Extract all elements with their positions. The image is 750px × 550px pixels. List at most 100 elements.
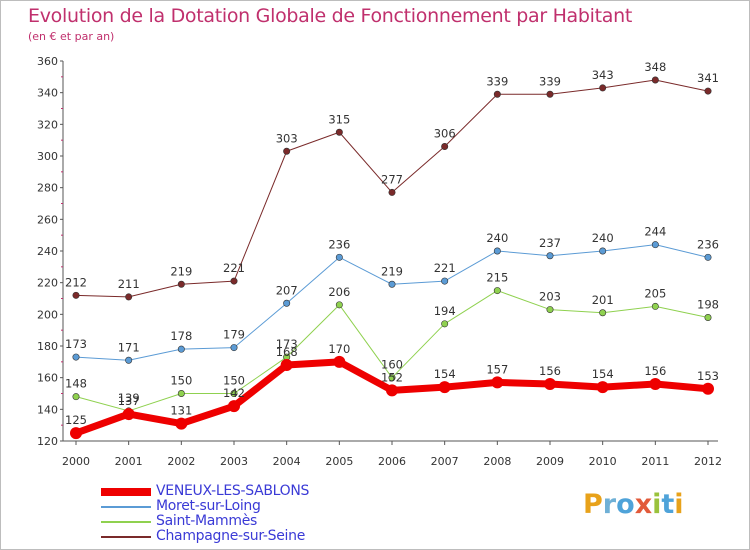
data-label: 168 (276, 345, 298, 359)
data-label: 221 (434, 261, 456, 275)
data-point (388, 188, 396, 196)
x-tick-label: 2012 (694, 455, 722, 468)
y-tick-label: 320 (37, 118, 58, 131)
data-label: 215 (486, 271, 508, 285)
data-label: 236 (328, 237, 350, 251)
data-label: 206 (328, 285, 350, 299)
data-point (704, 87, 712, 95)
legend-label: Moret-sur-Loing (156, 498, 261, 514)
x-tick-label: 2003 (220, 455, 248, 468)
data-point (441, 143, 449, 151)
data-point (386, 384, 398, 397)
data-point (335, 301, 343, 309)
data-point (125, 356, 133, 364)
data-label: 179 (223, 328, 245, 342)
data-label: 178 (170, 329, 192, 343)
logo-letter: o (616, 489, 635, 520)
y-tick-label: 300 (37, 150, 58, 163)
data-label: 341 (697, 71, 719, 85)
data-label: 236 (697, 237, 719, 251)
data-label: 137 (118, 394, 140, 408)
data-point (228, 400, 240, 413)
data-point (283, 299, 291, 307)
data-label: 125 (65, 413, 87, 427)
legend-swatch (101, 488, 151, 496)
legend-swatch (101, 536, 151, 538)
data-label: 339 (539, 74, 561, 88)
y-tick-label: 160 (37, 372, 58, 385)
data-label: 152 (381, 370, 403, 384)
data-point (388, 280, 396, 288)
data-point (122, 408, 135, 421)
data-label: 148 (65, 377, 87, 391)
x-tick-label: 2001 (115, 455, 143, 468)
legend-swatch (101, 521, 151, 523)
data-label: 207 (276, 283, 298, 297)
x-tick-label: 2008 (483, 455, 511, 468)
data-point (702, 382, 714, 395)
proxiti-logo: Proxiti (583, 489, 684, 520)
data-point (230, 344, 238, 352)
y-tick-label: 360 (37, 55, 58, 68)
x-tick-label: 2006 (378, 455, 406, 468)
data-point (230, 389, 238, 397)
logo-letter: P (583, 489, 603, 520)
legend-label: VENEUX-LES-SABLONS (156, 483, 310, 499)
data-point (335, 128, 343, 136)
data-label: 205 (644, 286, 666, 300)
y-tick-label: 260 (37, 213, 58, 226)
x-tick-label: 2002 (167, 455, 195, 468)
data-label: 156 (644, 364, 666, 378)
data-point (388, 374, 396, 382)
data-label: 157 (486, 362, 508, 376)
data-label: 203 (539, 290, 561, 304)
data-label: 154 (434, 367, 456, 381)
x-tick-label: 2000 (62, 455, 90, 468)
data-point (125, 293, 133, 301)
data-point (438, 381, 451, 394)
y-tick-label: 180 (37, 340, 58, 353)
y-tick-label: 280 (37, 182, 58, 195)
data-point (70, 427, 82, 440)
data-label: 237 (539, 236, 561, 250)
data-point (704, 253, 712, 261)
data-label: 139 (118, 391, 140, 405)
data-point (704, 313, 712, 321)
data-point (493, 90, 501, 98)
data-label: 219 (381, 264, 403, 278)
x-tick-label: 2010 (589, 455, 617, 468)
chart-title: Evolution de la Dotation Globale de Fonc… (28, 5, 633, 27)
data-point (333, 355, 346, 368)
logo-letter: i (674, 489, 684, 520)
data-point (546, 252, 554, 260)
data-point (441, 320, 449, 328)
data-point (283, 147, 291, 155)
data-point (493, 247, 501, 255)
data-label: 343 (592, 68, 614, 82)
data-label: 303 (276, 131, 298, 145)
data-label: 315 (328, 112, 350, 126)
data-label: 150 (170, 374, 192, 388)
logo-letter: r (602, 489, 617, 520)
data-label: 153 (697, 369, 719, 383)
data-label: 339 (486, 74, 508, 88)
logo-letter: t (661, 489, 675, 520)
data-label: 348 (644, 60, 666, 74)
data-label: 173 (276, 337, 298, 351)
data-point (441, 277, 449, 285)
data-point (649, 378, 662, 390)
data-point (596, 381, 609, 394)
data-label: 150 (223, 374, 245, 388)
data-label: 240 (592, 231, 614, 245)
x-tick-label: 2007 (431, 455, 459, 468)
x-tick-label: 2011 (641, 455, 669, 468)
logo-letter: x (634, 489, 653, 520)
chart-subtitle: (en € et par an) (28, 30, 115, 43)
data-point (230, 277, 238, 285)
data-label: 244 (644, 225, 666, 239)
data-point (72, 393, 80, 401)
y-tick-label: 240 (37, 245, 58, 258)
data-point (544, 378, 556, 390)
data-label: 198 (697, 298, 719, 312)
